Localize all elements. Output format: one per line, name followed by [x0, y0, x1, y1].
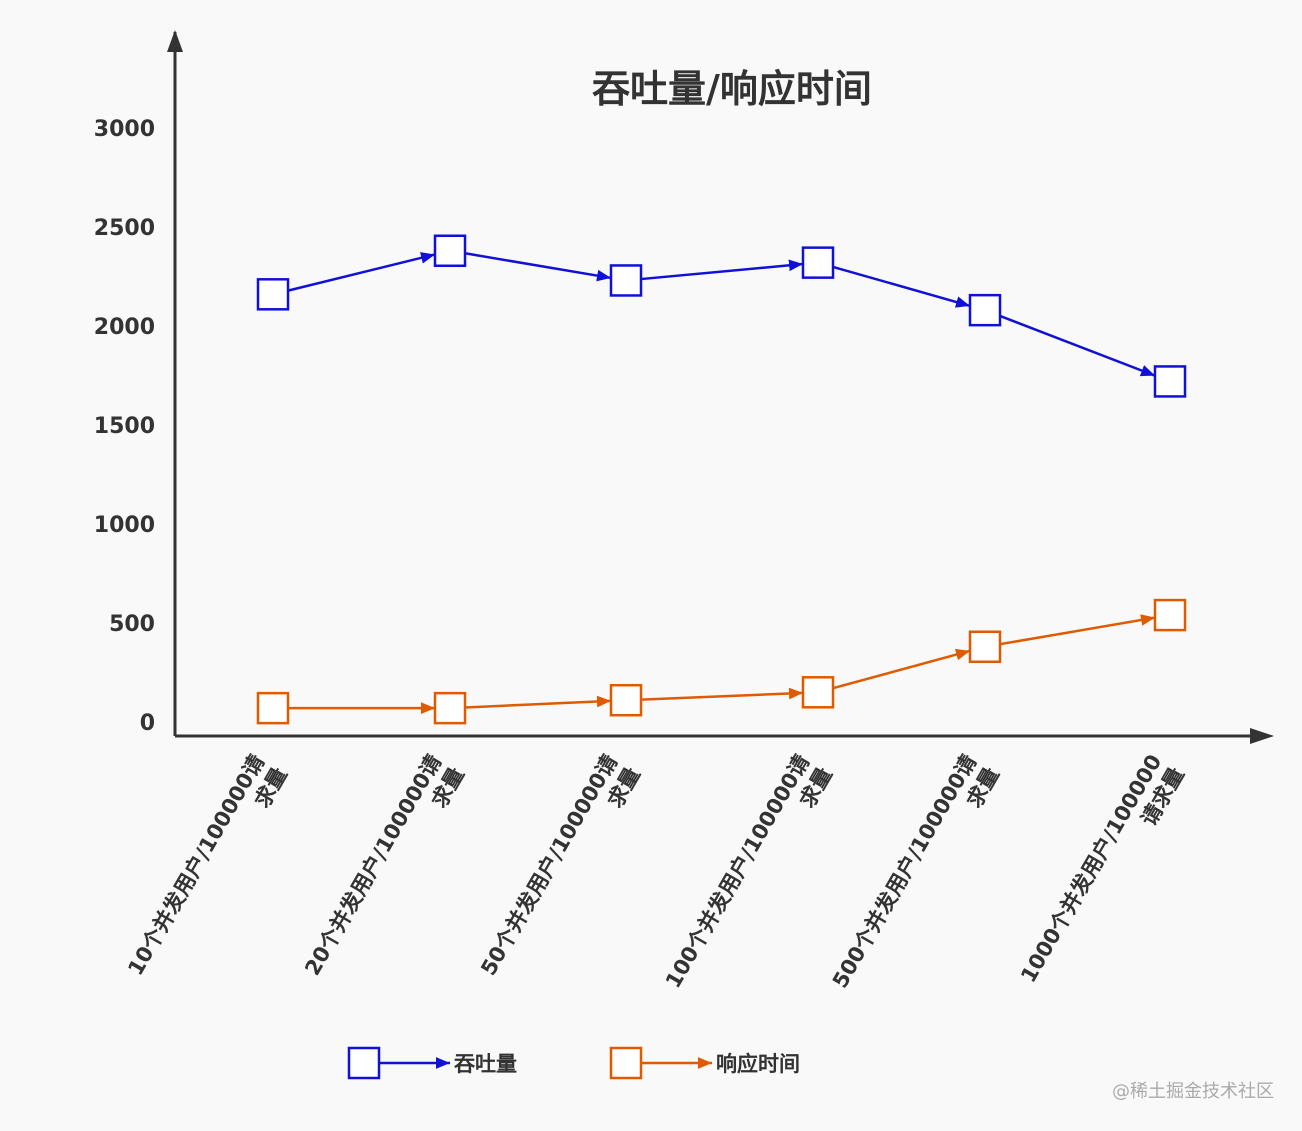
- y-tick-labels: 0 500 1000 1500 2000 2500 3000: [94, 117, 155, 736]
- data-point: [433, 234, 467, 268]
- legend: 吞吐量 响应时间: [347, 1046, 800, 1080]
- series-line-segment: [464, 252, 612, 282]
- y-axis-arrow: [167, 30, 183, 52]
- series-1: [256, 598, 1187, 725]
- series-line-segment: [287, 252, 436, 292]
- series-line-segment: [640, 687, 804, 701]
- x-tick-labels: 10个并发用户/100000请求量 20个并发用户/100000请求量 50个并发用…: [123, 751, 1189, 1006]
- series-layer: [256, 234, 1187, 725]
- legend-marker: [347, 1046, 381, 1080]
- x-tick-label-line: 1000个并发用户/100000: [1016, 751, 1166, 987]
- series-line-segment: [640, 259, 804, 281]
- series-line-segment: [464, 695, 612, 709]
- x-tick-label-line: 10个并发用户/100000请: [123, 751, 269, 980]
- x-axis-arrow: [1250, 728, 1274, 744]
- legend-label: 吞吐量: [454, 1052, 517, 1076]
- data-point: [256, 691, 290, 725]
- y-tick-label: 2000: [94, 315, 155, 340]
- series-line-segment: [832, 265, 971, 308]
- y-tick-label: 1500: [94, 414, 155, 439]
- x-tick-label: 500个并发用户/100000请求量: [828, 751, 1004, 1006]
- x-tick-label: 100个并发用户/100000请求量: [661, 751, 837, 1006]
- x-tick-label: 20个并发用户/100000请求量: [300, 751, 469, 993]
- data-point: [801, 246, 835, 279]
- x-tick-label-line: 100个并发用户/100000请: [661, 751, 814, 993]
- x-tick-label: 10个并发用户/100000请求量: [123, 751, 292, 993]
- y-tick-label: 2500: [94, 216, 155, 241]
- series-0: [256, 234, 1187, 398]
- data-point: [609, 683, 643, 717]
- series-line-segment: [999, 314, 1156, 377]
- series-line-segment: [832, 648, 971, 690]
- y-tick-label: 0: [140, 711, 155, 736]
- data-point: [256, 278, 290, 311]
- x-tick-label: 50个并发用户/100000请求量: [476, 751, 645, 993]
- x-tick-label-line: 50个并发用户/100000请: [476, 751, 622, 980]
- y-tick-label: 500: [109, 612, 155, 637]
- data-point: [609, 264, 643, 297]
- legend-label: 响应时间: [716, 1052, 800, 1076]
- x-tick-label-line: 500个并发用户/100000请: [828, 751, 981, 993]
- legend-item: 吞吐量: [347, 1046, 517, 1080]
- data-point: [968, 293, 1002, 327]
- data-point: [433, 691, 467, 725]
- legend-item: 响应时间: [609, 1046, 800, 1080]
- y-tick-label: 1000: [94, 513, 155, 538]
- series-line-segment: [999, 614, 1156, 646]
- data-point: [801, 676, 835, 709]
- data-point: [1153, 598, 1187, 632]
- x-tick-label: 1000个并发用户/100000请求量: [1016, 751, 1189, 1000]
- chart-title: 吞吐量/响应时间: [592, 67, 872, 111]
- watermark: @稀土掘金技术社区: [1112, 1081, 1274, 1102]
- data-point: [968, 630, 1002, 664]
- legend-marker: [609, 1046, 643, 1080]
- data-point: [1153, 365, 1187, 398]
- x-tick-label-line: 20个并发用户/100000请: [300, 751, 446, 980]
- y-tick-label: 3000: [94, 117, 155, 142]
